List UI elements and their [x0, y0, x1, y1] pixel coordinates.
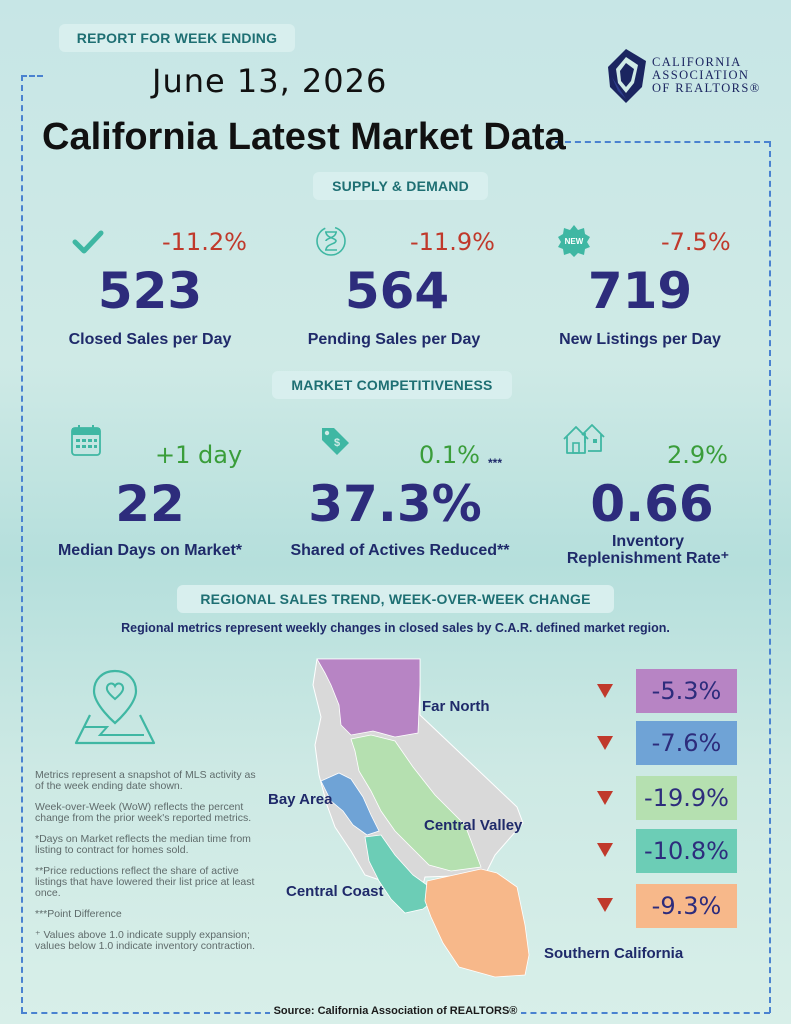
days-on-market-label: Median Days on Market* [57, 542, 243, 559]
report-label: REPORT FOR WEEK ENDING [59, 24, 295, 52]
hourglass-icon [316, 226, 346, 256]
far-north-map-label: Far North [422, 698, 490, 715]
regional-section-label: REGIONAL SALES TREND, WEEK-OVER-WEEK CHA… [177, 585, 614, 613]
down-arrow-icon [597, 898, 613, 912]
page-title: California Latest Market Data [42, 116, 566, 158]
dashed-frame-left [21, 75, 23, 1013]
pending-sales-value: 564 [344, 262, 450, 320]
footnotes: Metrics represent a snapshot of MLS acti… [35, 770, 263, 962]
down-arrow-icon [597, 736, 613, 750]
central-coast-change: -10.8% [636, 829, 737, 873]
bay-area-region [320, 772, 380, 836]
note-price-reductions: **Price reductions reflect the share of … [35, 865, 255, 899]
replenishment-rate-change: 2.9% [667, 441, 728, 469]
far-north-region [316, 658, 421, 738]
far-north-change: -5.3% [636, 669, 737, 713]
note-snapshot: Metrics represent a snapshot of MLS acti… [35, 769, 256, 792]
central-valley-change: -19.9% [636, 776, 737, 820]
bay-area-change: -7.6% [636, 721, 737, 765]
actives-reduced-change: 0.1% [419, 441, 480, 469]
new-listings-value: 719 [587, 262, 693, 320]
map-pin-icon [74, 669, 156, 745]
market-competitiveness-section-label: MARKET COMPETITIVENESS [272, 371, 512, 399]
days-on-market-change: +1 day [155, 441, 243, 469]
note-point-difference: ***Point Difference [35, 908, 122, 920]
supply-demand-section-label: SUPPLY & DEMAND [313, 172, 488, 200]
logo-text: CALIFORNIA ASSOCIATION OF REALTORS® [652, 55, 761, 95]
central-valley-map-label: Central Valley [424, 817, 523, 834]
actives-reduced-label: Shared of Actives Reduced** [290, 542, 510, 559]
car-logo: CALIFORNIA ASSOCIATION OF REALTORS® [606, 47, 766, 105]
southern-california-region [424, 868, 530, 978]
regional-subtitle: Regional metrics represent weekly change… [121, 621, 670, 635]
closed-sales-change: -11.2% [162, 228, 247, 256]
svg-text:$: $ [334, 437, 340, 449]
pending-sales-label: Pending Sales per Day [307, 331, 481, 348]
southern-california-map-label: Southern California [544, 945, 684, 962]
calendar-icon [71, 425, 101, 456]
houses-icon [563, 424, 605, 454]
note-wow: Week-over-Week (WoW) reflects the percen… [35, 801, 252, 824]
actives-reduced-value: 37.3% [308, 475, 482, 533]
closed-sales-label: Closed Sales per Day [68, 331, 232, 348]
dashed-frame-bottom-left [21, 1012, 271, 1014]
closed-sales-value: 523 [97, 262, 203, 320]
down-arrow-icon [597, 843, 613, 857]
dashed-frame-bottom-right [500, 1012, 770, 1014]
report-date: June 13, 2026 [152, 62, 388, 100]
note-replenishment: ⁺ Values above 1.0 indicate supply expan… [35, 929, 256, 952]
dashed-frame-right [769, 141, 771, 1013]
replenishment-rate-value: 0.66 [590, 475, 714, 533]
bay-area-map-label: Bay Area [268, 791, 333, 808]
point-difference-note: *** [488, 456, 503, 470]
car-logo-icon [608, 49, 646, 103]
svg-text:NEW: NEW [565, 237, 584, 246]
source-credit: Source: California Association of REALTO… [0, 1005, 791, 1017]
new-listings-change: -7.5% [661, 228, 731, 256]
days-on-market-value: 22 [115, 475, 185, 533]
replenishment-rate-label: Inventory Replenishment Rate⁺ [566, 533, 730, 567]
southern-california-change: -9.3% [636, 884, 737, 928]
down-arrow-icon [597, 684, 613, 698]
dashed-frame-top-right [555, 141, 770, 143]
pending-sales-change: -11.9% [410, 228, 495, 256]
new-listings-label: New Listings per Day [559, 331, 721, 348]
dashed-frame-top-left [21, 75, 43, 77]
price-tag-icon: $ [322, 428, 349, 455]
new-badge-icon: NEW [558, 225, 590, 257]
central-valley-region [350, 734, 482, 872]
checkmark-icon [72, 230, 104, 254]
down-arrow-icon [597, 791, 613, 805]
note-dom: *Days on Market reflects the median time… [35, 833, 251, 856]
california-region-map [312, 658, 530, 978]
central-coast-map-label: Central Coast [286, 883, 384, 900]
